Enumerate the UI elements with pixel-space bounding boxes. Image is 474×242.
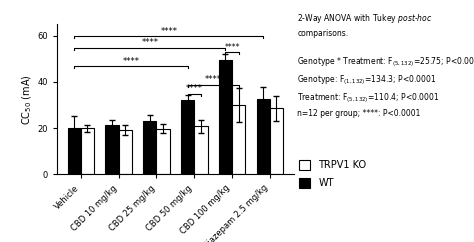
Legend: TRPV1 KO, WT: TRPV1 KO, WT bbox=[299, 160, 366, 188]
Bar bbox=[143, 121, 156, 174]
Bar bbox=[256, 99, 270, 174]
Y-axis label: CC$_{50}$ (mA): CC$_{50}$ (mA) bbox=[21, 74, 35, 125]
Bar bbox=[156, 129, 170, 174]
Bar bbox=[181, 100, 194, 174]
Text: ****: **** bbox=[205, 75, 222, 84]
Text: 2-Way ANOVA with Tukey $\it{post}$-$\it{hoc}$
comparisons.

Genotype * Treatment: 2-Way ANOVA with Tukey $\it{post}$-$\it{… bbox=[298, 12, 474, 118]
Text: ****: **** bbox=[160, 27, 177, 36]
Bar bbox=[68, 128, 81, 174]
Bar bbox=[232, 105, 246, 174]
Text: ****: **** bbox=[186, 84, 203, 93]
Bar bbox=[270, 108, 283, 174]
Bar bbox=[219, 60, 232, 174]
Text: ****: **** bbox=[224, 43, 240, 52]
Bar bbox=[118, 130, 132, 174]
Text: ****: **** bbox=[141, 38, 158, 47]
Bar bbox=[105, 125, 118, 174]
Bar bbox=[81, 128, 94, 174]
Bar bbox=[194, 126, 208, 174]
Text: ****: **** bbox=[122, 57, 139, 66]
